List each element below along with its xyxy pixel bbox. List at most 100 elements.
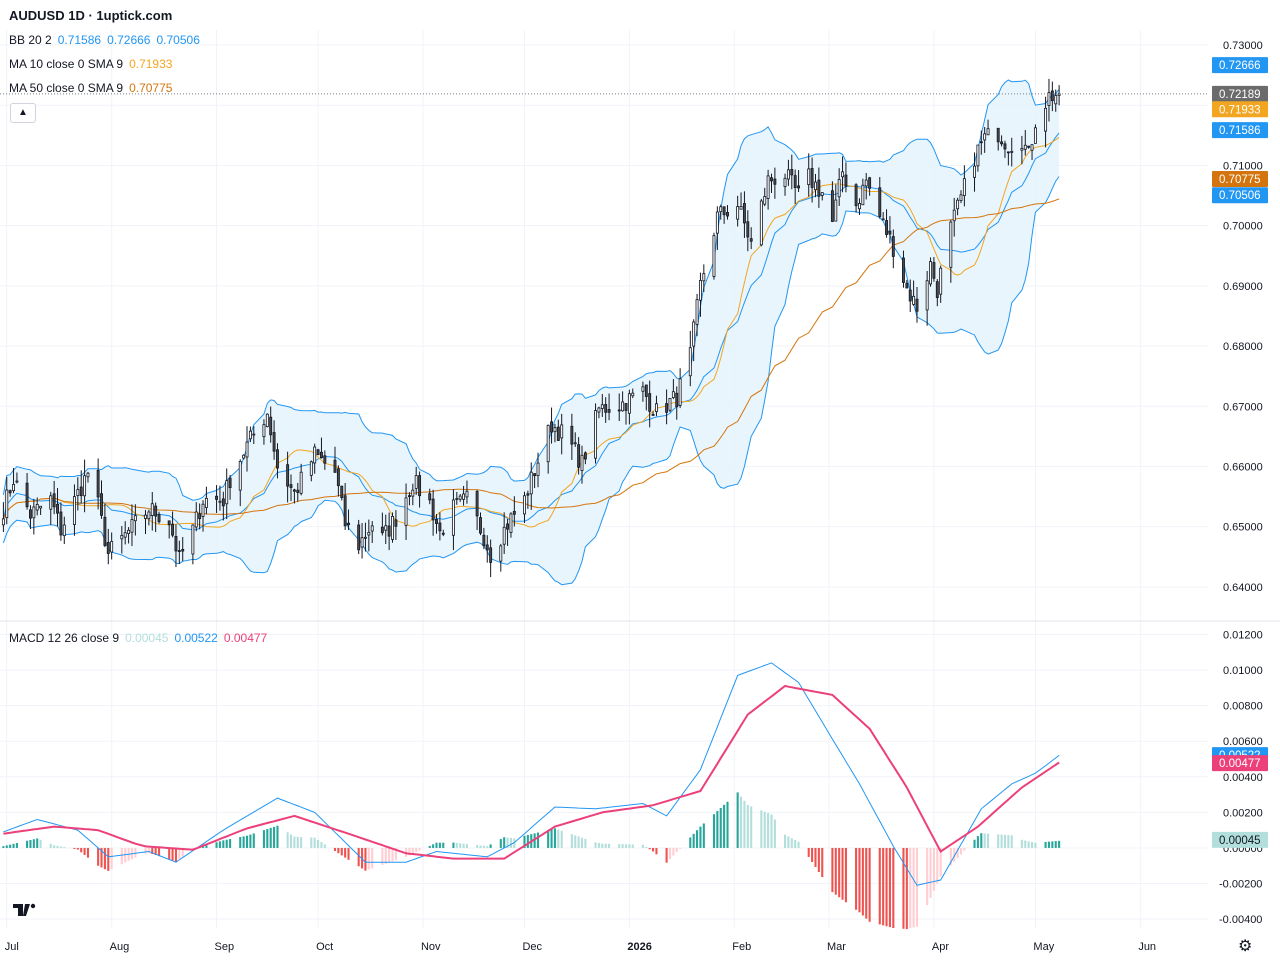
candle-body [597, 407, 601, 413]
candle [357, 519, 361, 555]
candle [465, 480, 469, 504]
candle [837, 168, 841, 207]
macd-histogram-bar [1030, 842, 1034, 848]
candle [783, 173, 787, 196]
candle [360, 523, 364, 559]
candle [201, 500, 205, 532]
candle [286, 451, 290, 503]
candle-body [905, 282, 909, 289]
candle [154, 502, 158, 533]
candle-body [773, 178, 777, 185]
candle-body [32, 506, 36, 519]
candle-body [546, 424, 550, 463]
macd-histogram-bar [249, 834, 252, 848]
candle-body [976, 144, 980, 167]
candle-body [455, 498, 459, 500]
candle [868, 176, 872, 196]
macd-histogram-bar [229, 839, 232, 848]
macd-histogram-bar [357, 847, 360, 867]
candle [221, 491, 225, 521]
macd-histogram-bar [337, 847, 340, 854]
macd-histogram-bar [712, 814, 716, 848]
candle [641, 381, 645, 402]
candle [668, 398, 672, 413]
candle-body [154, 505, 158, 517]
macd-histogram-bar [76, 847, 79, 850]
candle [834, 184, 838, 222]
macd-histogram-bar [310, 837, 313, 848]
time-axis-label: Apr [932, 941, 949, 953]
candle [411, 483, 415, 506]
candle [367, 519, 371, 552]
macd-histogram-bar [987, 833, 990, 848]
candle [932, 256, 936, 282]
macd-histogram-bar [300, 836, 303, 848]
macd-axis-tick-label: 0.01200 [1223, 629, 1263, 641]
candle-body [391, 515, 394, 540]
macd-histogram-bar [797, 841, 800, 848]
macd-histogram-bar [499, 839, 502, 848]
candle-body [766, 175, 770, 199]
candle [959, 190, 963, 204]
candle [489, 539, 493, 578]
candle [39, 505, 43, 515]
time-axis-label: Aug [110, 941, 130, 953]
macd-histogram-bar [411, 847, 414, 854]
candle-body [83, 475, 87, 497]
candle-body [617, 409, 621, 412]
candle-body [580, 454, 584, 471]
macd-histogram-bar [73, 847, 76, 849]
macd-histogram-bar [432, 844, 435, 848]
macd-histogram-bar [1044, 841, 1047, 848]
candle-body [573, 442, 577, 445]
collapse-legend-button[interactable]: ▲ [10, 103, 36, 123]
candle [986, 119, 990, 136]
ma10-legend: MA 10 close 0 SMA 9 0.71933 [9, 57, 178, 71]
candle [929, 257, 932, 287]
macd-histogram-bar [976, 836, 979, 848]
candle-body [512, 510, 516, 515]
macd-histogram-bar [124, 847, 127, 863]
candle [529, 462, 533, 510]
candle [560, 413, 564, 455]
macd-histogram-bar [570, 834, 573, 848]
candle [106, 528, 110, 565]
candle-body [320, 451, 323, 459]
macd-histogram-bar [736, 792, 739, 848]
candle [654, 395, 658, 417]
price-tag: 0.71933 [1219, 104, 1261, 116]
macd-histogram-bar [222, 840, 225, 848]
candle [52, 480, 56, 515]
candle-body [556, 426, 560, 441]
candle [678, 368, 682, 409]
candle [407, 492, 411, 506]
macd-histogram-bar [384, 847, 387, 864]
macd-histogram-bar [821, 847, 824, 878]
candle [627, 389, 631, 425]
candle [1010, 137, 1014, 167]
candle-body [252, 433, 256, 436]
candle-body [157, 514, 161, 523]
candle [147, 509, 151, 526]
candle-body [191, 524, 195, 555]
candle-body [218, 500, 222, 503]
candle [797, 170, 801, 192]
macd-histogram-bar [997, 834, 1000, 848]
gear-icon[interactable]: ⚙ [1238, 938, 1253, 955]
time-axis-label: Mar [827, 941, 846, 953]
macd-legend-label: MACD 12 26 close 9 [9, 631, 120, 645]
macd-histogram-bar [503, 837, 506, 848]
macd-histogram-bar [574, 835, 577, 848]
macd-histogram-bar [652, 847, 655, 852]
macd-histogram-bar [364, 847, 367, 871]
candle [428, 488, 432, 505]
candle-body [996, 127, 1000, 143]
candle [763, 187, 767, 207]
candle-body [837, 179, 841, 198]
candle-body [357, 524, 361, 551]
tradingview-logo-icon[interactable] [11, 898, 39, 922]
macd-histogram-bar [983, 833, 986, 848]
candle-body [523, 495, 526, 515]
candle [62, 516, 66, 544]
